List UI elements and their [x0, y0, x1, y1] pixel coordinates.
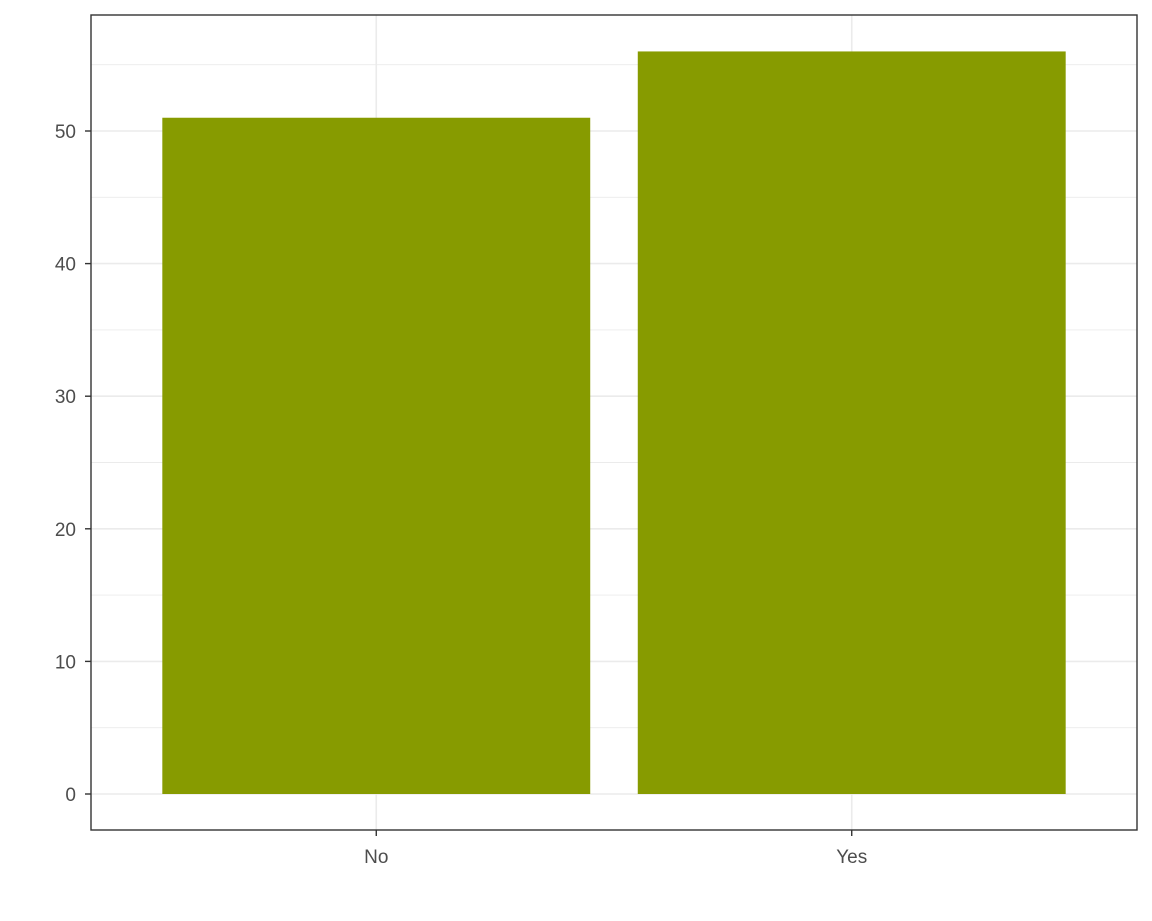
x-tick-label: No — [364, 847, 388, 868]
y-tick-label: 0 — [65, 785, 76, 806]
y-tick-label: 20 — [55, 520, 76, 541]
y-axis: 0 10 20 30 40 50 — [55, 122, 91, 806]
y-tick-label: 10 — [55, 652, 76, 673]
panel-border — [90, 14, 1138, 831]
bars — [162, 51, 1066, 795]
y-tick-label: 50 — [55, 122, 76, 143]
bar-yes — [637, 51, 1066, 794]
y-tick-label: 40 — [55, 255, 76, 276]
x-tick-label: Yes — [836, 847, 867, 868]
y-tick-label: 30 — [55, 387, 76, 408]
x-axis: No Yes — [364, 830, 867, 868]
bar-no — [162, 117, 591, 795]
